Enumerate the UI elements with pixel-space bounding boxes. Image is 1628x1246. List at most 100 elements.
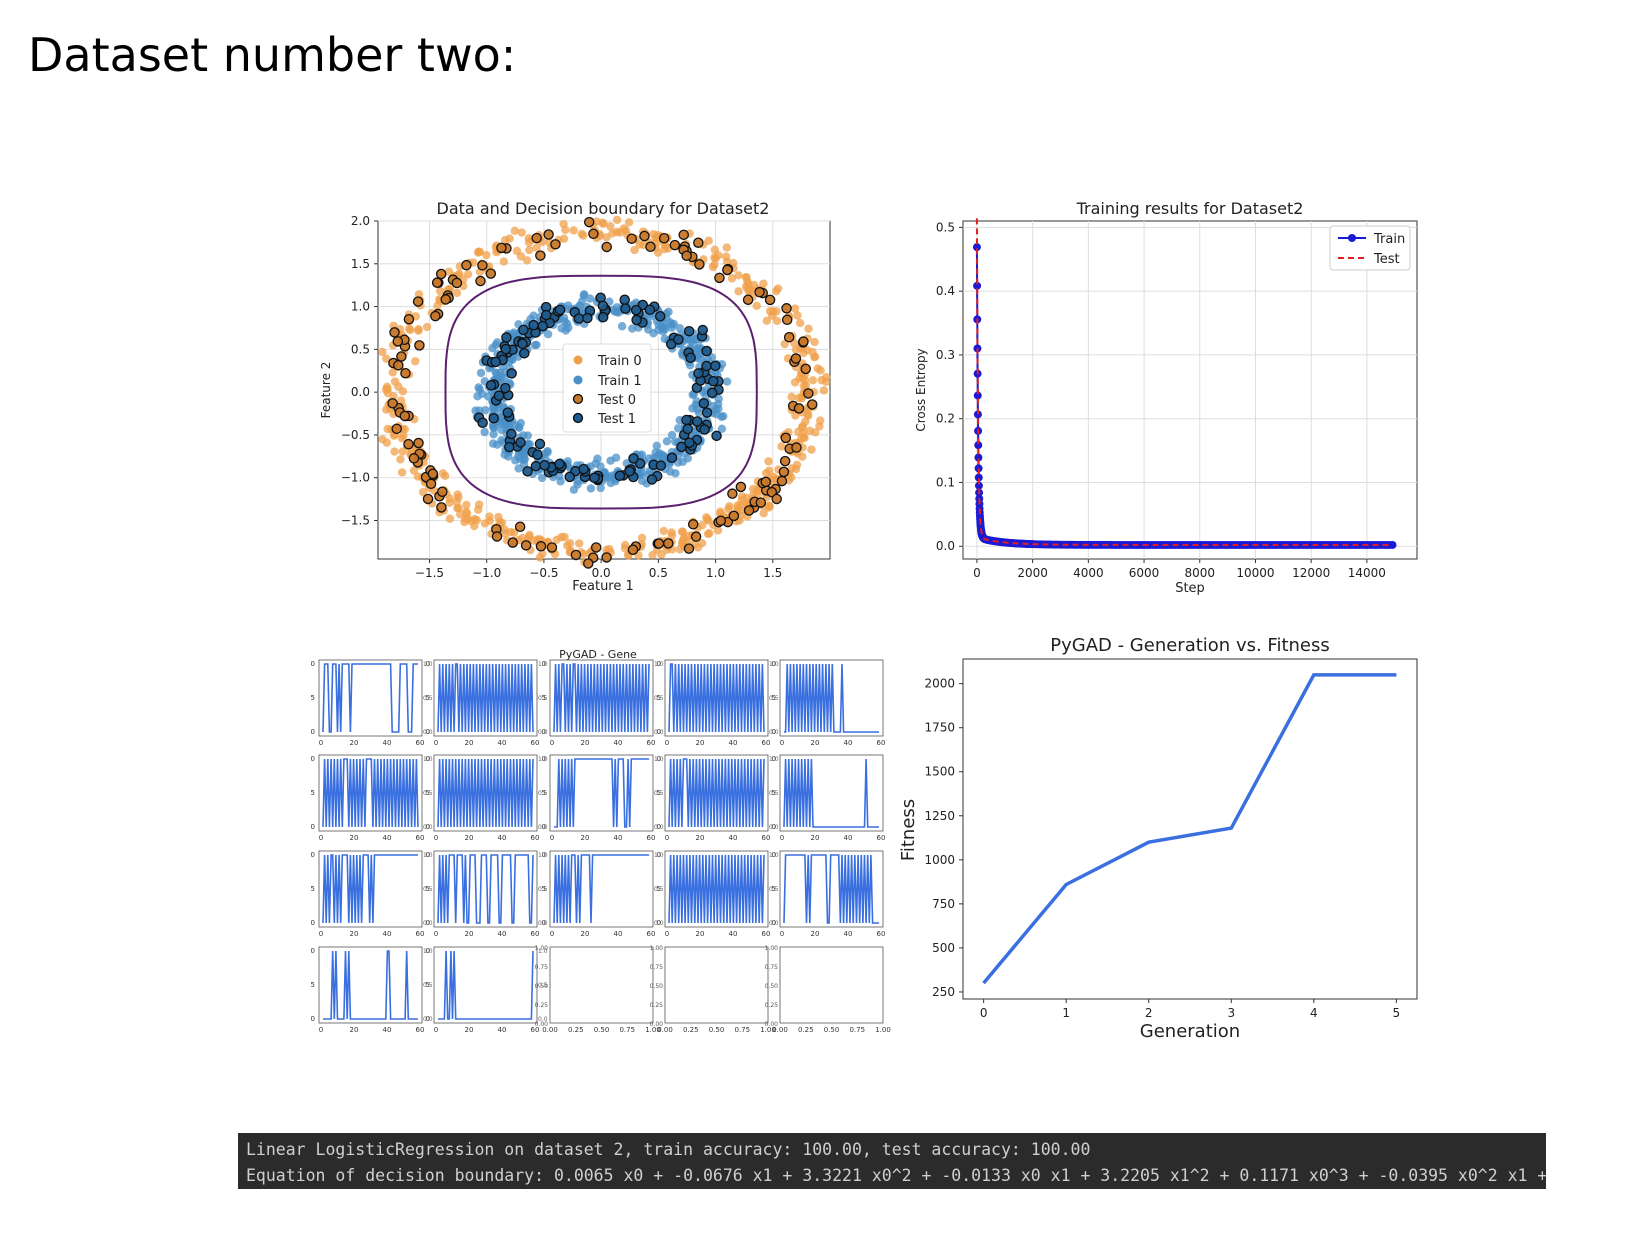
- scatter-point: [546, 542, 558, 553]
- scatter-point: [578, 463, 589, 475]
- gene-x-tick: 60: [762, 739, 771, 747]
- x-tick-label: 5: [1393, 1006, 1401, 1020]
- legend-train-marker: [1348, 234, 1356, 242]
- scatter-point: [476, 368, 486, 378]
- scatter-point: [500, 343, 512, 355]
- scatter-point: [808, 376, 818, 385]
- scatter-point: [664, 307, 673, 317]
- console-output: Linear LogisticRegression on dataset 2, …: [238, 1133, 1546, 1189]
- scatter-point: [688, 404, 697, 413]
- scatter-point: [654, 320, 663, 330]
- gene-r-tick: 1.0: [423, 661, 433, 668]
- scatter-point: [540, 309, 552, 321]
- y-tick-label: 0.4: [936, 284, 955, 298]
- scatter-point: [675, 545, 685, 554]
- gene-y-tick: 0: [657, 728, 661, 736]
- scatter-point: [477, 389, 487, 399]
- scatter-point: [496, 372, 506, 381]
- scatter-point: [517, 338, 528, 350]
- scatter-point: [422, 322, 432, 332]
- gene-r-tick: 0.0: [423, 729, 433, 736]
- scatter-point: [605, 544, 614, 554]
- gene-x-tick: 20: [811, 834, 820, 842]
- scatter-point: [589, 472, 600, 484]
- scatter-point: [477, 417, 488, 428]
- gene-x-tick: 20: [696, 739, 705, 747]
- scatter-point: [500, 382, 511, 394]
- empty-y-tick: 0.75: [650, 964, 664, 971]
- gene-r-tick: 0.0: [769, 729, 779, 736]
- empty-y-tick: 1.00: [765, 945, 779, 952]
- gene-r-tick: 1.0: [538, 948, 548, 955]
- y-tick-label: 1.0: [351, 300, 370, 314]
- scatter-point: [716, 507, 725, 516]
- empty-x-tick: 0.25: [568, 1026, 584, 1034]
- x-tick-label: −0.5: [529, 566, 558, 580]
- scatter-point: [596, 483, 605, 493]
- scatter-point: [631, 314, 642, 326]
- gene-x-tick: 20: [350, 1026, 359, 1034]
- x-tick-label: −1.0: [472, 566, 501, 580]
- y-tick-label: −0.5: [341, 428, 370, 442]
- x-tick-label: 10000: [1236, 566, 1274, 580]
- scatter-point: [768, 311, 777, 320]
- gene-line: [554, 758, 649, 828]
- scatter-point: [413, 472, 423, 481]
- scatter-point: [502, 407, 514, 418]
- gene-y-tick: 0: [311, 919, 315, 927]
- scatter-point: [489, 430, 498, 439]
- gene-r-tick: 1.0: [538, 852, 548, 859]
- fitness-xlabel: Generation: [1140, 1021, 1240, 1042]
- scatter-point: [765, 502, 774, 511]
- legend-label-test0: Test 0: [597, 393, 636, 408]
- empty-x-tick: 1.00: [875, 1026, 891, 1034]
- scatter-point: [538, 549, 547, 558]
- scatter-point: [378, 347, 387, 357]
- y-tick-label: 500: [932, 941, 955, 955]
- scatter-point: [392, 336, 404, 347]
- scatter-point: [563, 301, 573, 310]
- gene-x-tick: 20: [581, 739, 590, 747]
- gene-x-tick: 40: [383, 739, 392, 747]
- scatter-point: [764, 294, 776, 306]
- scatter-point: [506, 368, 517, 379]
- gene-y-tick: 0: [657, 851, 661, 859]
- gene-x-tick: 60: [416, 834, 425, 842]
- gene-y-tick: 0: [311, 851, 315, 859]
- scatter-ticks: −1.5 −1.0 −0.5 0.0 0.5 1.0 1.5 2.0 1.5 1.0 0.5 0.0 −…: [341, 214, 782, 580]
- gene-r-tick: 0.0: [769, 920, 779, 927]
- gene-x-tick: 40: [383, 1026, 392, 1034]
- decision-boundary: [444, 274, 758, 510]
- gene-x-tick: 0: [319, 930, 323, 938]
- scatter-point: [557, 532, 566, 542]
- scatter-point: [583, 558, 594, 569]
- scatter-point: [532, 449, 543, 460]
- gene-line: [783, 854, 879, 924]
- x-tick-label: 4000: [1073, 566, 1104, 580]
- scatter-point: [764, 457, 773, 466]
- scatter-point: [714, 272, 725, 284]
- gene-x-tick: 40: [844, 739, 853, 747]
- scatter-point: [665, 338, 677, 350]
- gene-y-tick: 5: [542, 885, 546, 893]
- scatter-point: [798, 336, 809, 347]
- y-tick-label: 750: [932, 897, 955, 911]
- train-marker: [974, 441, 983, 450]
- fitness-title: PyGAD - Generation vs. Fitness: [1050, 635, 1330, 656]
- scatter-point: [688, 390, 697, 400]
- scatter-point: [701, 407, 713, 418]
- scatter-point: [793, 311, 802, 320]
- training-ticks: 0 2000 4000 6000 8000 10000 12000 14000 0.5 0.4 0.…: [936, 220, 1386, 580]
- gene-y-tick: 5: [426, 789, 430, 797]
- scatter-point: [530, 340, 540, 350]
- scatter-point: [657, 550, 666, 559]
- gene-x-tick: 60: [416, 1026, 425, 1034]
- gene-line: [322, 758, 419, 828]
- gene-x-tick: 60: [531, 834, 540, 842]
- scatter-point: [701, 360, 712, 372]
- scatter-point: [577, 297, 587, 306]
- scatter-point: [530, 460, 542, 472]
- scatter-point: [588, 228, 599, 240]
- scatter-point: [687, 519, 699, 530]
- gene-x-tick: 40: [498, 739, 507, 747]
